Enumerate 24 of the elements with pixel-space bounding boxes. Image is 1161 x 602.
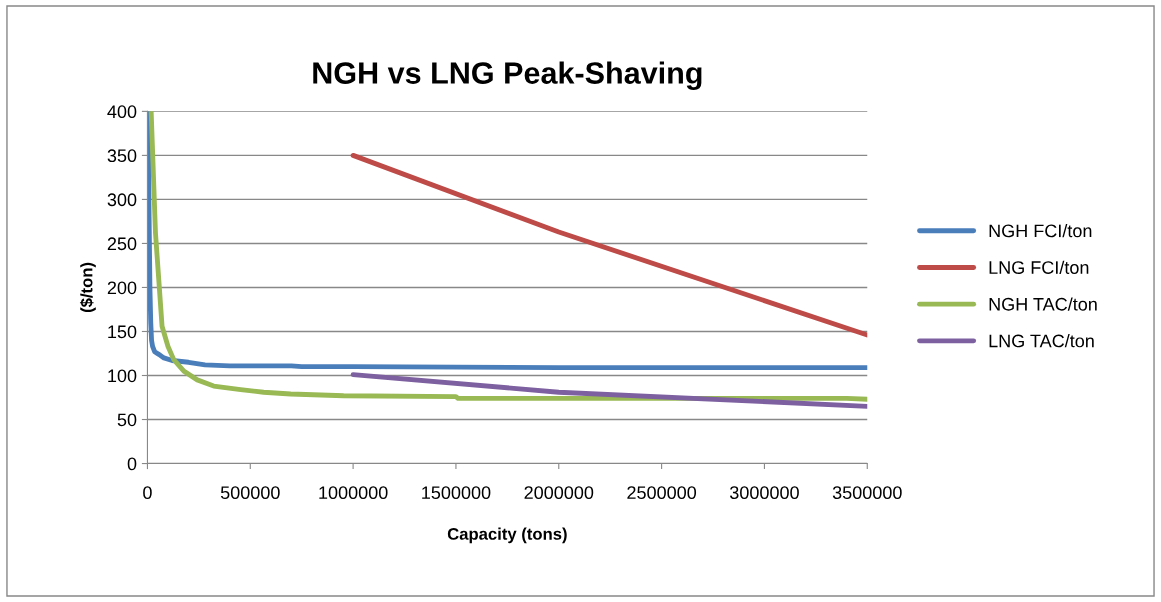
x-tick-label: 0	[143, 486, 152, 500]
y-tick-label: 350	[107, 149, 137, 163]
legend-label: LNG TAC/ton	[989, 334, 1094, 348]
y-tick-label: 0	[127, 457, 137, 471]
y-tick-label: 150	[108, 325, 137, 339]
legend-label: NGH FCI/ton	[989, 224, 1092, 238]
y-tick-label: 300	[107, 193, 137, 207]
x-tick-label: 1000000	[319, 486, 388, 500]
y-tick-label: 200	[107, 281, 137, 295]
y-tick-label: 100	[108, 369, 137, 383]
y-tick-label: 400	[107, 105, 137, 119]
y-tick-label: 50	[117, 413, 137, 427]
x-tick-label: 500000	[220, 486, 280, 500]
legend-label: LNG FCI/ton	[989, 260, 1089, 274]
x-tick-label: 2000000	[524, 486, 594, 500]
x-tick-label: 3500000	[832, 486, 902, 500]
y-tick-label: 250	[107, 237, 137, 251]
x-axis-title: Capacity (tons)	[447, 527, 567, 544]
x-tick-label: 3000000	[729, 486, 799, 500]
chart-title: NGH vs LNG Peak-Shaving	[313, 61, 702, 91]
x-tick-label: 1500000	[422, 486, 491, 500]
x-tick-label: 2500000	[627, 486, 697, 500]
legend-label: NGH TAC/ton	[989, 297, 1097, 311]
y-axis-title: ($/ton)	[79, 262, 96, 313]
